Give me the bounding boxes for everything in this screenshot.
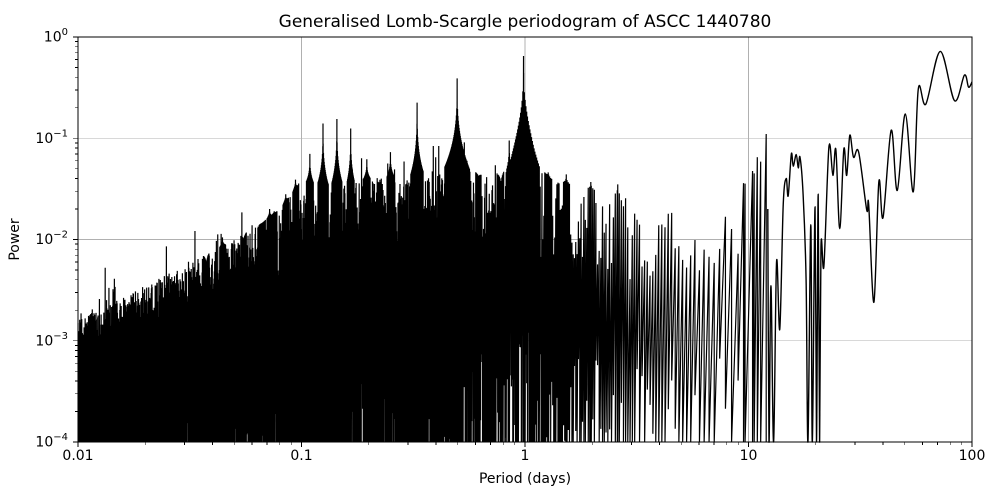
periodogram-line [77,55,767,443]
series-layer [77,50,973,443]
y-axis-label: Power [7,218,23,261]
periodogram-line-tail [767,50,973,443]
x-tick-label: 0.01 [62,448,93,464]
y-tick-label: 10−2 [35,230,68,249]
chart-title: Generalised Lomb-Scargle periodogram of … [279,12,772,32]
x-tick-label: 1 [521,448,530,464]
x-axis-label: Period (days) [479,471,571,487]
x-tick-label: 10 [740,448,758,464]
y-tick-label: 10−1 [35,128,68,147]
x-tick-label: 100 [959,448,986,464]
x-tick-label: 0.1 [290,448,312,464]
y-tick-label: 10−3 [35,331,68,350]
y-tick-label: 100 [44,27,68,46]
